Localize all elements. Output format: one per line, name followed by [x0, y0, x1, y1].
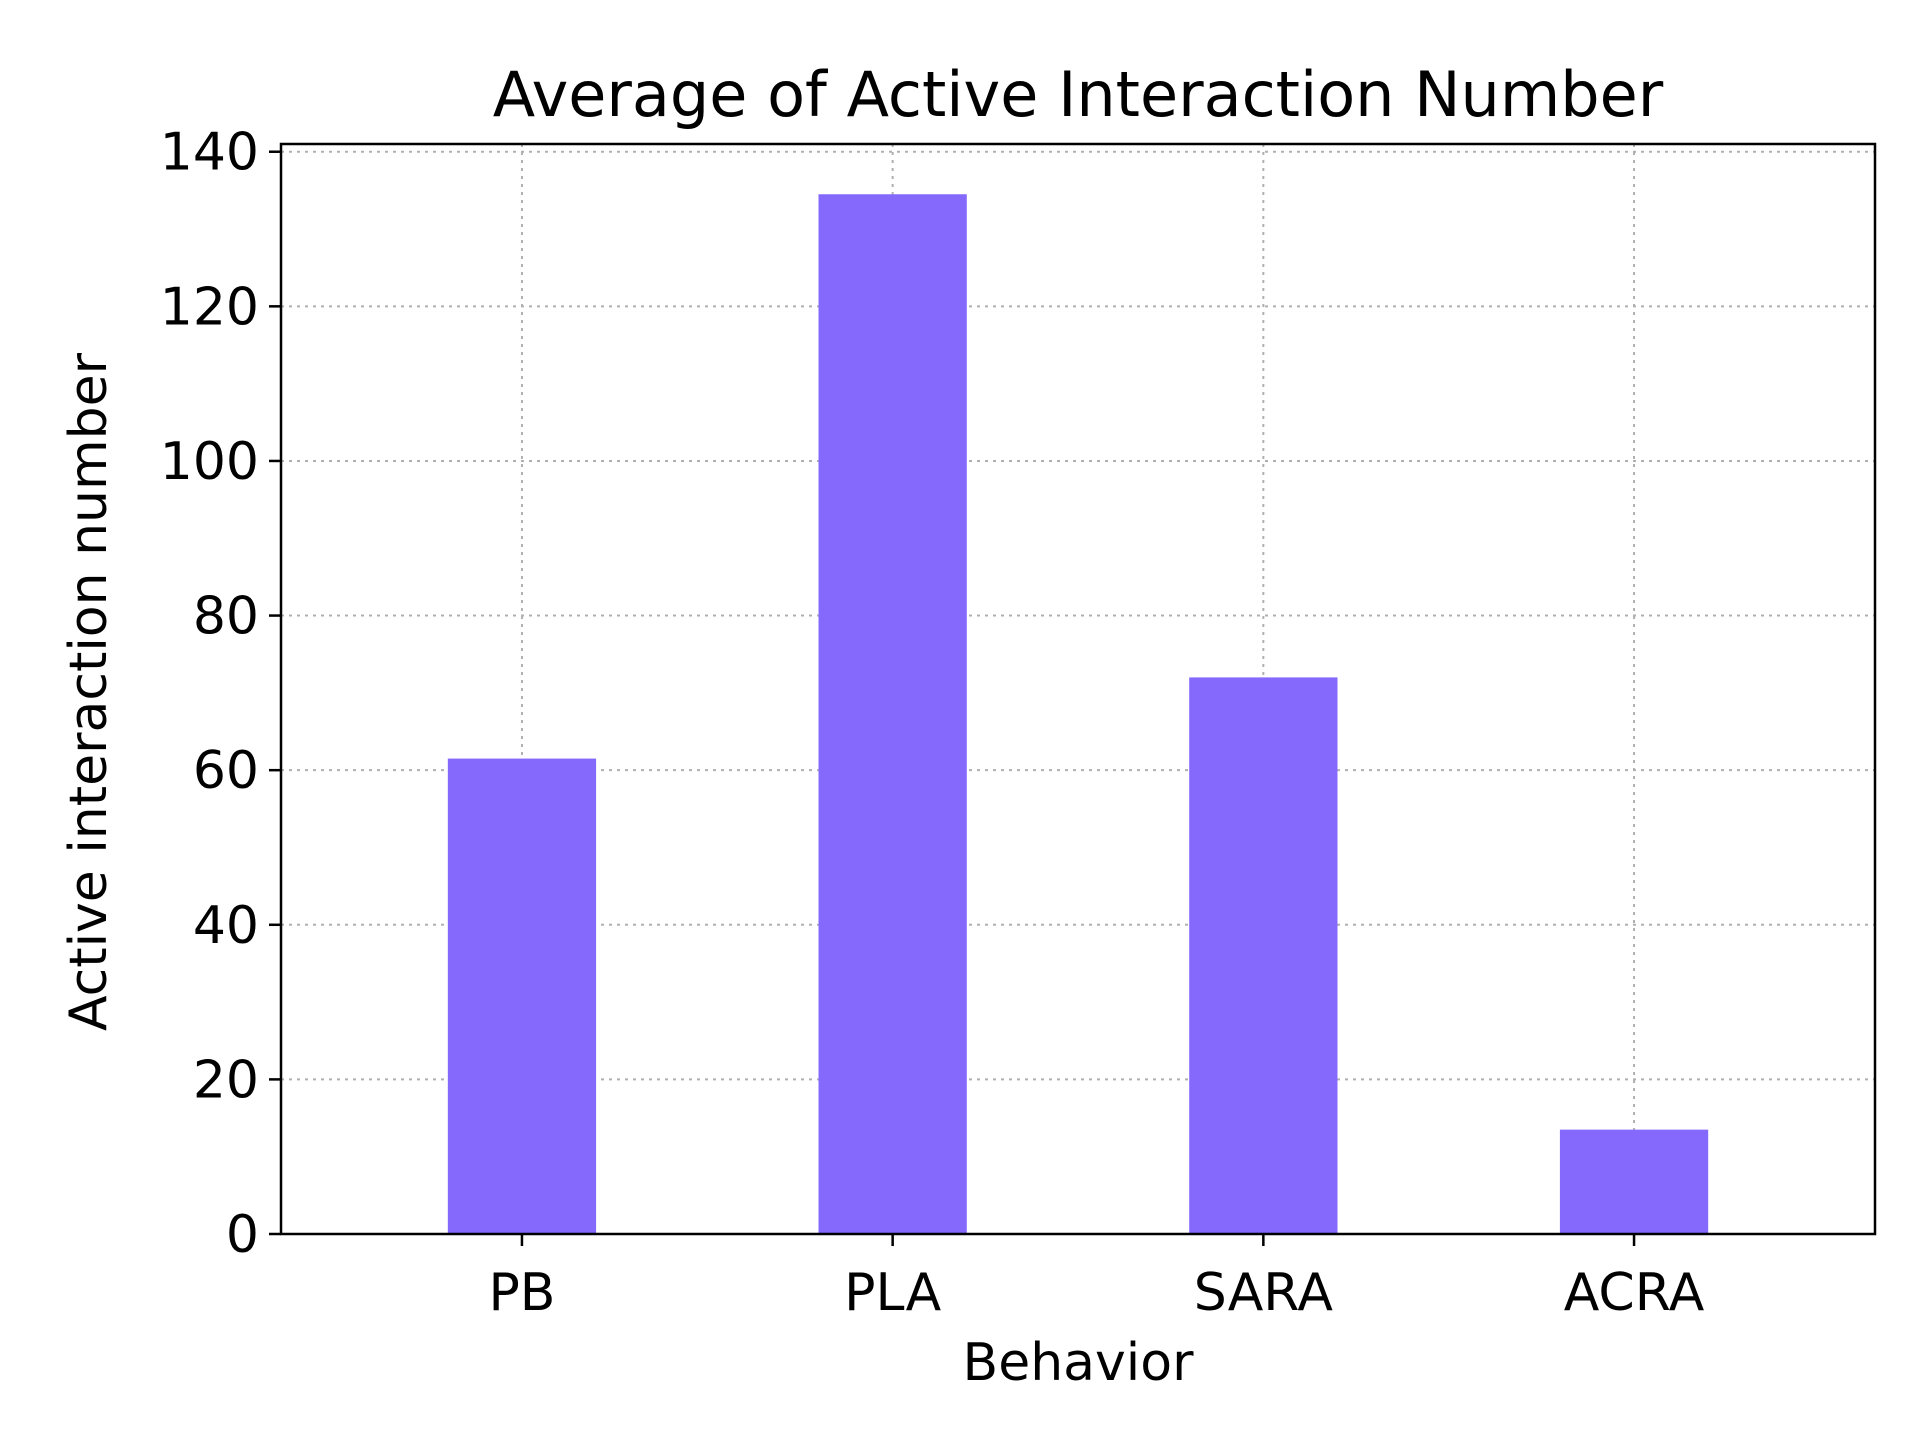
y-tick-label: 120	[160, 277, 259, 337]
x-tick-label-sara: SARA	[1194, 1263, 1334, 1323]
y-tick-label: 80	[193, 587, 259, 647]
bar-acra	[1559, 1129, 1709, 1234]
y-axis-ticks: 0 20 40 60 80 100 120 140	[160, 123, 281, 1265]
x-tick-label-pb: PB	[488, 1263, 555, 1323]
x-tick-label-pla: PLA	[844, 1263, 942, 1323]
bar-sara	[1189, 677, 1338, 1234]
bar-pla	[818, 194, 967, 1234]
y-tick-label: 0	[226, 1205, 259, 1265]
y-tick-label: 60	[193, 741, 259, 801]
x-axis-ticks: PB PLA SARA ACRA	[488, 1234, 1705, 1323]
y-tick-label: 20	[193, 1050, 259, 1110]
plot-frame	[279, 142, 1877, 1236]
x-axis-label: Behavior	[963, 1333, 1195, 1393]
bars-layer	[447, 194, 1709, 1234]
bar-pb	[447, 758, 597, 1234]
y-axis-label: Active interaction number	[59, 352, 119, 1031]
y-tick-label: 40	[193, 896, 259, 956]
chart-title: Average of Active Interaction Number	[493, 58, 1664, 131]
x-tick-label-acra: ACRA	[1564, 1263, 1705, 1323]
y-tick-label: 140	[160, 123, 259, 183]
y-tick-label: 100	[160, 432, 259, 492]
